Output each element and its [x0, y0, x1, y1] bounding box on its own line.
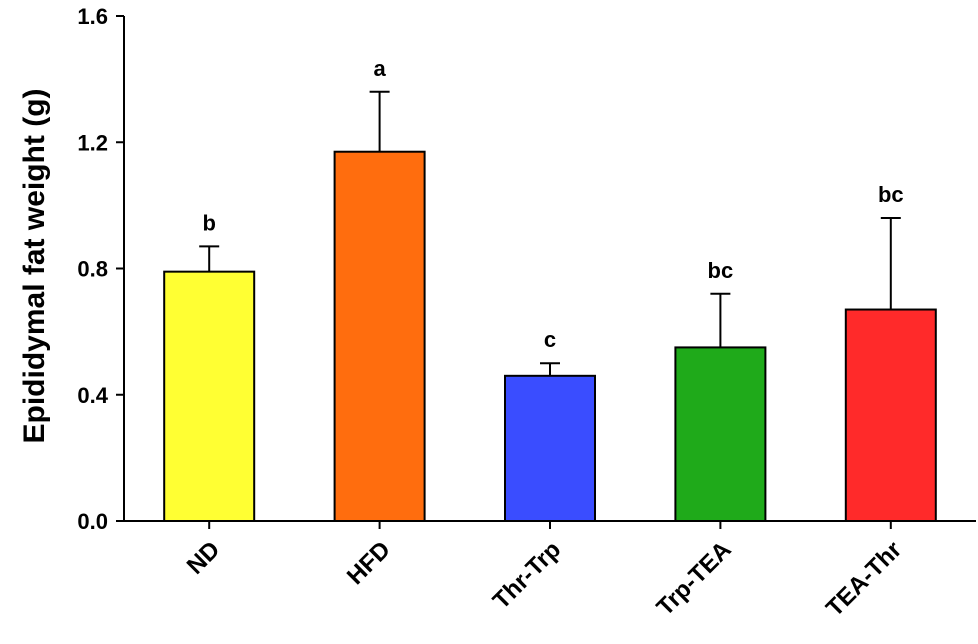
y-tick-label: 0.0 [77, 509, 108, 534]
x-tick-label: Thr-Trp [488, 536, 566, 614]
y-tick-label: 0.4 [77, 383, 108, 408]
x-tick-label: Trp-TEA [652, 536, 737, 621]
bar-trp-tea [674, 346, 767, 522]
bar-thr-trp [504, 374, 596, 522]
significance-label: a [373, 56, 386, 81]
x-tick-label: HFD [342, 536, 396, 590]
y-tick-label: 1.6 [77, 4, 108, 29]
significance-label: bc [708, 258, 734, 283]
bar-nd [163, 270, 256, 522]
significance-label: bc [878, 182, 904, 207]
axes-group [116, 15, 976, 529]
x-tick-label: TEA-Thr [821, 536, 907, 622]
bar-tea-thr [844, 308, 937, 522]
bars-group [163, 90, 937, 522]
bar-hfd [333, 150, 426, 522]
significance-label: c [544, 327, 556, 352]
x-tick-label: ND [182, 536, 226, 580]
y-tick-label: 1.2 [77, 130, 108, 155]
y-tick-label: 0.8 [77, 257, 108, 282]
significance-label: b [202, 210, 215, 235]
y-axis-title: Epididymal fat weight (g) [18, 88, 51, 443]
